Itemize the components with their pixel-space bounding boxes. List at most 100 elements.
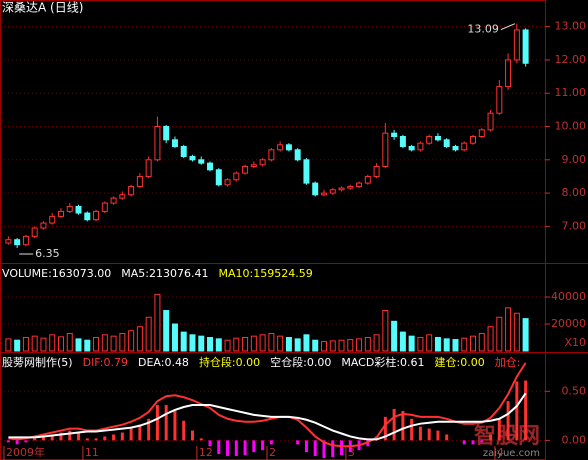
y-tick-label: 20000 [551,317,586,330]
panel-header: MA5:213076.41 [121,267,208,280]
candle-body [408,145,415,151]
volume-bar [163,310,170,352]
volume-bar [408,335,415,352]
candle-body [189,155,196,161]
candle-body [487,112,494,131]
volume-bar [303,334,310,352]
y-tick-label: 7.00 [562,219,587,232]
candle-body [84,212,91,221]
candle-body [250,164,257,167]
panel-header: 股蒡网制作(5) [2,356,73,369]
candle-body [171,139,178,147]
volume-bar [470,335,477,352]
y-tick-label: 12.00 [555,53,587,66]
candle-body [207,162,214,171]
volume-bar [434,337,441,352]
candle-body [312,182,319,196]
watermark-url: zaiyue.com [483,448,540,459]
candle-body [496,86,503,114]
volume-bar [5,338,12,352]
volume-bar [101,334,108,352]
volume-bar [22,337,29,352]
volume-bar [93,337,100,352]
candle-body [31,227,38,237]
volume-bar [461,337,468,352]
candle-body [470,136,477,144]
volume-bar [189,334,196,352]
x-tick-label: 11 [85,446,99,459]
volume-bar [399,331,406,352]
candle-body [285,144,292,151]
volume-bar [215,338,222,352]
candle-body [40,222,47,229]
x-tick-label: 12 [199,446,213,459]
volume-bar [84,339,91,352]
candle-body [66,205,73,212]
volume-bar [154,293,161,352]
volume-bar [128,330,135,352]
panel-header: DEA:0.48 [138,356,189,369]
volume-bar [285,337,292,352]
volume-bar [224,339,231,352]
candle-body [478,129,485,137]
candle-body [391,132,398,137]
candle-body [5,239,12,244]
volume-bar [496,316,503,352]
panel-header: MA10:159524.59 [218,267,312,280]
panel-header: VOLUME:163073.00 [2,267,111,280]
candle-body [373,165,380,177]
candle-body [277,144,284,151]
volume-bar [233,337,240,352]
volume-bar [119,332,126,352]
volume-bar [145,316,152,352]
panel-header: MACD彩柱:0.61 [341,355,424,369]
y-tick-label: 10.00 [555,120,587,133]
candle-body [22,235,29,246]
candle-body [268,149,275,161]
candle-body [14,239,21,246]
volume-bar [136,326,143,352]
candle-body [259,159,266,166]
volume-bar [66,332,73,352]
volume-bar [505,307,512,352]
macd-line [8,392,527,441]
x-tick-label: 4 [497,446,504,459]
candle-body [364,175,371,184]
candle-body [57,210,64,217]
candle-body [426,136,433,144]
candle-body [128,185,135,196]
volume-bar [180,331,187,352]
volume-bar [207,337,214,352]
candle-body [443,139,450,147]
candle-body [382,132,389,167]
volume-bar [31,335,38,352]
y-tick-label: 11.00 [555,86,587,99]
chart-title: 深桑达A (日线) [2,1,83,15]
volume-bar [242,337,249,352]
x-tick-label: 2 [269,446,276,459]
panel-header: 建仓:0.00 [435,355,485,369]
y-tick-label: 0.50 [562,384,587,397]
candle-body [329,189,336,194]
candle-body [294,149,301,161]
volume-bar [57,336,64,352]
candle-body [224,179,231,186]
y-tick-label: 13.00 [555,20,587,33]
annotation-arrow [500,23,516,31]
candle-body [320,192,327,196]
volume-bar [268,332,275,352]
volume-bar [373,334,380,352]
volume-bar [110,335,117,352]
y-tick-label: 9.00 [562,153,587,166]
candle-body [180,145,187,157]
volume-bar [250,335,257,352]
volume-bar [382,310,389,352]
candle-body [347,185,354,189]
volume-bar [443,338,450,352]
candle-body [154,126,161,161]
volume-bar [426,334,433,352]
volume-bar [294,338,301,352]
volume-bar [49,334,56,352]
volume-bar [259,334,266,352]
